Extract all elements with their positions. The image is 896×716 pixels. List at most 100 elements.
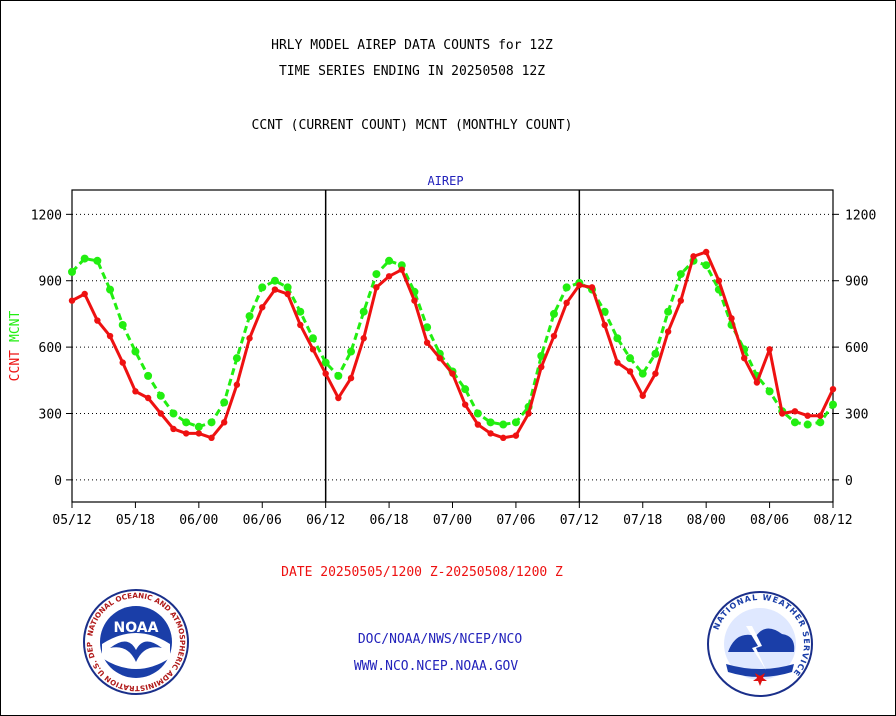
point-ccnt [804,412,811,419]
point-ccnt [144,394,152,402]
point-mcnt [347,347,356,356]
point-ccnt [411,297,418,304]
point-mcnt [258,283,267,292]
point-ccnt [829,385,837,393]
x-tick-label: 05/18 [116,513,155,528]
point-ccnt [626,368,634,375]
point-mcnt [626,354,635,363]
point-ccnt [474,421,482,428]
point-ccnt [182,430,190,437]
point-mcnt [562,283,571,292]
point-mcnt [131,347,140,356]
point-mcnt [613,334,622,343]
point-ccnt [741,354,748,362]
point-mcnt [118,320,127,329]
point-ccnt [157,410,164,417]
nws-logo: NATIONAL WEATHER SERVICE [707,591,813,697]
svg-text:NOAA: NOAA [114,620,159,636]
point-mcnt [473,409,482,418]
point-mcnt [245,312,254,321]
point-mcnt [461,385,470,394]
point-mcnt [664,307,673,316]
point-mcnt [182,418,191,427]
point-mcnt [194,422,203,431]
point-mcnt [816,418,825,427]
point-mcnt [638,369,647,378]
point-mcnt [499,420,508,429]
legend-description: CCNT (CURRENT COUNT) MCNT (MONTHLY COUNT… [251,118,573,133]
point-ccnt [233,381,241,388]
y-tick-label-left: 1200 [31,208,62,223]
point-ccnt [347,374,355,382]
point-mcnt [270,276,279,285]
point-mcnt [765,387,774,396]
point-ccnt [170,425,177,433]
point-mcnt [80,254,89,263]
point-mcnt [334,371,343,380]
point-mcnt [156,391,165,400]
point-ccnt [664,328,672,335]
point-ccnt [563,299,570,307]
y-axis-label-ccnt: CCNT [8,350,23,381]
y-tick-label-left: 0 [54,474,62,489]
point-ccnt [373,284,380,291]
point-mcnt [106,285,115,294]
point-ccnt [487,430,494,437]
point-ccnt [106,332,114,340]
point-ccnt [68,297,76,304]
point-ccnt [335,394,342,402]
point-ccnt [702,248,710,256]
x-tick-label: 08/00 [687,513,726,528]
x-tick-label: 07/00 [433,513,472,528]
point-ccnt [195,430,203,437]
point-ccnt [221,419,228,426]
point-ccnt [677,297,684,304]
y-tick-label-right: 300 [845,407,868,422]
website-link[interactable]: WWW.NCO.NCEP.NOAA.GOV [353,659,519,674]
point-ccnt [461,401,469,408]
point-ccnt [766,346,773,353]
point-ccnt [208,434,215,442]
x-tick-label: 07/12 [560,513,599,528]
point-ccnt [614,359,621,366]
y-tick-label-right: 600 [845,341,868,356]
x-tick-label: 06/00 [179,513,218,528]
point-mcnt [93,256,102,265]
point-mcnt [321,358,330,367]
point-mcnt [220,398,229,407]
point-ccnt [322,370,329,377]
point-ccnt [817,412,824,419]
point-mcnt [423,323,432,332]
point-mcnt [549,309,558,318]
point-mcnt [702,261,711,270]
panel-title: AIREP [427,174,463,188]
x-tick-label: 06/18 [370,513,409,528]
point-mcnt [511,418,520,427]
x-tick-label: 06/12 [306,513,345,528]
point-ccnt [259,304,266,311]
x-tick-label: 05/12 [52,513,91,528]
x-tick-label: 08/06 [750,513,789,528]
point-ccnt [690,253,697,260]
point-mcnt [283,283,292,292]
x-tick-label: 07/06 [496,513,535,528]
point-ccnt [271,286,279,293]
point-ccnt [753,379,761,386]
point-ccnt [297,321,304,329]
point-ccnt [791,408,799,415]
point-mcnt [600,307,609,316]
y-tick-label-right: 1200 [845,208,876,223]
point-ccnt [449,370,456,377]
point-mcnt [308,334,317,343]
point-ccnt [423,339,431,346]
point-ccnt [512,432,520,439]
y-tick-label-left: 300 [39,407,62,422]
point-ccnt [360,335,367,342]
point-ccnt [576,281,583,289]
point-mcnt [385,256,394,265]
point-ccnt [94,317,101,324]
point-mcnt [359,307,368,316]
point-mcnt [651,349,660,358]
x-tick-label: 08/12 [813,513,852,528]
